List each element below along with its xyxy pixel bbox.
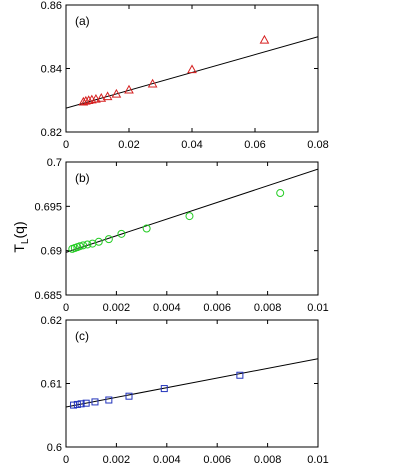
x-tick-label: 0.04 bbox=[181, 139, 202, 151]
fit-line bbox=[66, 358, 318, 408]
data-point-circle bbox=[276, 189, 285, 198]
x-tick-label: 0.002 bbox=[103, 454, 131, 466]
x-tick-label: 0.06 bbox=[244, 139, 265, 151]
data-point-triangle bbox=[147, 78, 158, 88]
data-point-circle bbox=[75, 242, 84, 251]
data-point-square bbox=[70, 401, 78, 409]
data-point-circle bbox=[79, 241, 88, 250]
panel-1: 0 0.02 0.04 0.06 0.08 0.82 0.84 0.86 (a) bbox=[41, 0, 329, 151]
y-tick-label: 0.82 bbox=[41, 127, 62, 139]
data-point-square bbox=[82, 399, 90, 407]
data-point-square bbox=[160, 385, 168, 393]
x-tick-label: 0 bbox=[63, 139, 69, 151]
data-point-circle bbox=[117, 229, 126, 238]
data-point-triangle bbox=[111, 88, 122, 98]
data-point-triangle bbox=[102, 91, 113, 101]
data-point-triangle bbox=[96, 92, 107, 102]
plot-frame bbox=[65, 161, 319, 296]
data-point-triangle bbox=[91, 93, 101, 103]
y-tick-label: 0.695 bbox=[34, 201, 62, 213]
data-point-triangle bbox=[80, 95, 91, 105]
x-tick-label: 0.01 bbox=[307, 454, 328, 466]
y-tick-label: 0.61 bbox=[41, 379, 62, 391]
x-tick-label: 0.002 bbox=[103, 302, 131, 314]
y-tick-label: 0.62 bbox=[41, 315, 62, 327]
x-tick-label: 0.02 bbox=[118, 139, 139, 151]
data-point-triangle bbox=[124, 84, 134, 94]
x-tick-label: 0 bbox=[63, 454, 69, 466]
x-tick-label: 0 bbox=[63, 302, 69, 314]
y-tick-label: 0.6 bbox=[47, 442, 62, 454]
x-tick-label: 0.008 bbox=[254, 302, 282, 314]
data-point-circle bbox=[104, 235, 113, 244]
data-point-circle bbox=[185, 212, 194, 221]
data-point-square bbox=[91, 398, 99, 406]
panel-label: (b) bbox=[75, 171, 90, 185]
x-tick-label: 0.006 bbox=[203, 302, 231, 314]
panel-label: (a) bbox=[75, 14, 90, 28]
y-tick-label: 0.7 bbox=[47, 157, 62, 169]
data-point-square bbox=[125, 392, 133, 400]
shared-y-axis-label: TL(q) bbox=[11, 221, 31, 252]
y-tick-label: 0.86 bbox=[41, 0, 62, 12]
plot-frame bbox=[65, 319, 319, 448]
x-tick-label: 0.01 bbox=[307, 302, 328, 314]
data-point-triangle bbox=[259, 34, 270, 44]
y-tick-label: 0.84 bbox=[41, 64, 62, 76]
data-point-square bbox=[73, 400, 81, 408]
data-point-circle bbox=[83, 240, 92, 249]
x-tick-label: 0.008 bbox=[254, 454, 282, 466]
x-tick-label: 0.004 bbox=[153, 302, 181, 314]
data-point-square bbox=[236, 371, 244, 379]
data-point-triangle bbox=[83, 95, 94, 104]
fit-line bbox=[66, 168, 318, 253]
panel-label: (c) bbox=[75, 329, 89, 343]
plot-frame bbox=[65, 4, 319, 133]
data-point-square bbox=[105, 396, 113, 404]
data-point-circle bbox=[94, 237, 103, 246]
data-point-circle bbox=[142, 224, 151, 233]
data-point-square bbox=[77, 400, 85, 408]
panel-3: 0 0.002 0.004 0.006 0.008 0.01 0.6 0.61 0.62 (c) bbox=[41, 315, 329, 466]
x-tick-label: 0.004 bbox=[153, 454, 181, 466]
x-tick-label: 0.006 bbox=[203, 454, 231, 466]
y-tick-label: 0.685 bbox=[34, 290, 62, 302]
panel-2: 0 0.002 0.004 0.006 0.008 0.01 0.685 0.69 0.695 0… bbox=[34, 157, 328, 314]
data-point-triangle bbox=[187, 64, 197, 74]
y-tick-label: 0.69 bbox=[41, 246, 62, 258]
x-tick-label: 0.08 bbox=[307, 139, 328, 151]
